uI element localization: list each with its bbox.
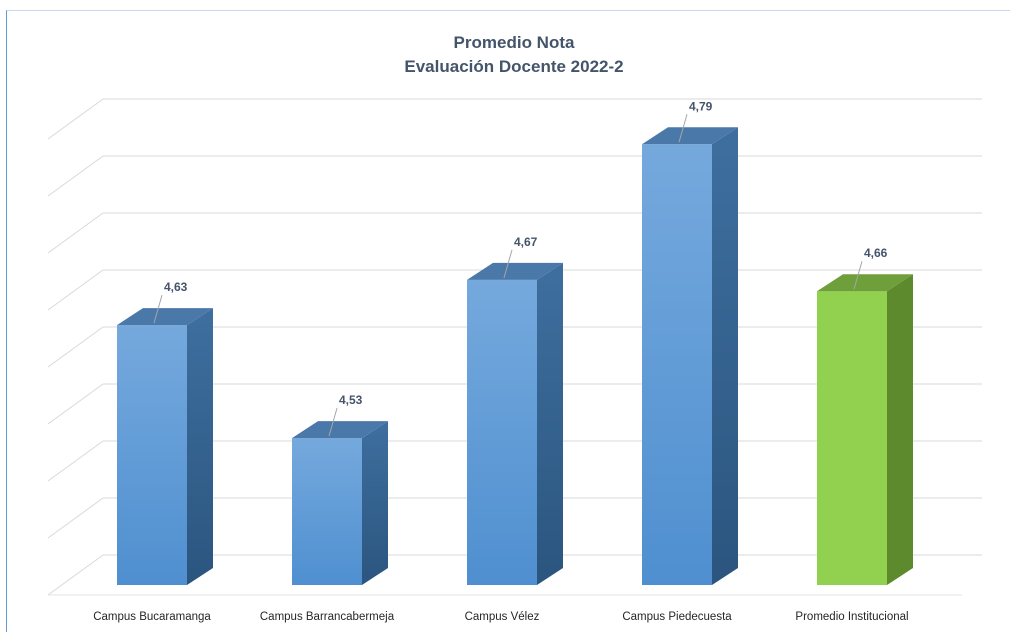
gridline-diagonal: [47, 155, 104, 197]
bar-top: [642, 127, 738, 145]
data-label: 4,79: [689, 99, 713, 113]
category-label: Campus Vélez: [465, 611, 540, 623]
data-label: 4,66: [864, 246, 888, 260]
bar-front: [817, 291, 887, 585]
bar-side: [187, 308, 213, 585]
gridline-diagonal: [47, 497, 104, 539]
category-label: Promedio Institucional: [795, 611, 908, 623]
leader-line: [153, 294, 163, 324]
data-label: 4,63: [164, 280, 188, 294]
category-label: Campus Piedecuesta: [622, 611, 732, 623]
data-label: 4,53: [339, 393, 363, 407]
chart-title: Promedio Nota: [454, 33, 575, 52]
gridline-diagonal: [47, 326, 104, 368]
leader-line: [678, 114, 688, 143]
bar-front: [117, 325, 187, 585]
bar-side: [712, 127, 738, 586]
leader-line: [853, 261, 863, 290]
data-label: 4,67: [514, 235, 538, 249]
leader-line: [503, 249, 513, 279]
chart-frame: [6, 10, 1010, 632]
gridline-diagonal: [47, 383, 104, 425]
leader-line: [328, 407, 338, 437]
gridline-diagonal: [47, 98, 104, 140]
gridline-diagonal: [47, 440, 104, 482]
gridline-diagonal: [47, 212, 104, 254]
bar-top: [292, 421, 388, 439]
bar-front: [642, 144, 712, 586]
bar-top: [817, 274, 913, 292]
category-label: Campus Bucaramanga: [93, 611, 211, 623]
bar-side: [362, 421, 388, 585]
labels: 4,63 Campus Bucaramanga 4,53 Campus Barranc…: [93, 99, 908, 623]
gridline-diagonal: [47, 269, 104, 311]
gridline-diagonal: [47, 554, 104, 596]
bar-side: [887, 274, 913, 585]
bars: [117, 127, 913, 586]
bar-front: [292, 438, 362, 585]
category-label: Campus Barrancabermeja: [260, 611, 395, 623]
bar-side: [537, 262, 563, 585]
bar-top: [117, 308, 213, 326]
bar-front: [467, 279, 537, 585]
chart-subtitle: Evaluación Docente 2022-2: [404, 57, 623, 76]
bar-top: [467, 262, 563, 280]
